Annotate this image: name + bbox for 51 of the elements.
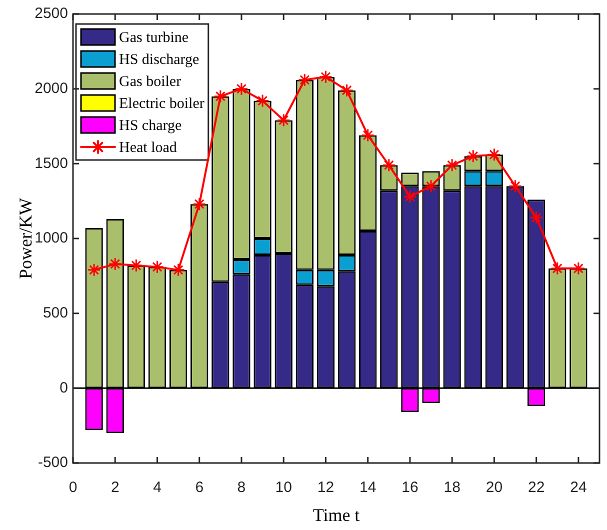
legend-label: Heat load (119, 140, 178, 156)
point (129, 258, 143, 272)
point (276, 114, 290, 128)
x-tick-label: 16 (402, 479, 418, 496)
y-tick-label: -500 (38, 454, 68, 472)
point (340, 84, 354, 98)
point (550, 262, 564, 276)
point (382, 158, 396, 172)
point (424, 179, 438, 193)
x-tick-label: 14 (359, 479, 376, 496)
point (530, 210, 544, 224)
x-axis-title: Time t (312, 504, 360, 525)
point (234, 82, 248, 96)
x-tick-label: 18 (444, 479, 460, 496)
y-tick-label: 500 (42, 304, 68, 322)
point (508, 179, 522, 193)
legend-label: Gas boiler (119, 74, 182, 90)
y-tick-label: 1000 (34, 230, 68, 247)
point (192, 197, 206, 211)
legend-label: HS discharge (119, 52, 200, 68)
x-tick-label: 24 (570, 479, 587, 496)
legend-label: Gas turbine (119, 30, 189, 46)
point (214, 90, 228, 104)
y-tick-label: 2500 (34, 5, 68, 22)
point (403, 190, 417, 204)
x-tick-label: 10 (275, 479, 292, 496)
x-tick-label: 6 (195, 479, 204, 496)
point (572, 262, 586, 276)
legend-label: Electric boiler (119, 96, 204, 112)
x-tick-label: 8 (237, 479, 246, 496)
x-tick-label: 12 (317, 479, 334, 496)
y-tick-label: 1500 (34, 154, 68, 172)
x-tick-label: 20 (486, 479, 503, 496)
point (256, 94, 270, 108)
x-tick-label: 2 (110, 479, 120, 496)
x-tick-label: 22 (528, 479, 545, 496)
y-axis-title: Power/KW (16, 198, 36, 279)
point (87, 263, 101, 277)
point (150, 260, 164, 274)
y-tick-label: 2000 (34, 80, 68, 97)
point (361, 128, 375, 142)
legend-label: HS charge (119, 118, 182, 134)
point (445, 158, 459, 172)
point (466, 149, 480, 163)
point (487, 148, 501, 162)
point (108, 257, 122, 271)
x-tick-label: 4 (153, 479, 162, 496)
y-tick-label: 0 (60, 379, 68, 396)
point (172, 263, 186, 277)
point (318, 70, 332, 84)
point (298, 73, 312, 87)
